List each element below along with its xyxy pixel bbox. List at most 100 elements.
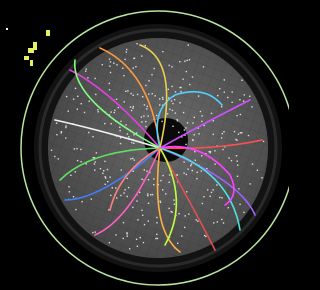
hit	[141, 121, 142, 122]
hit	[109, 66, 110, 67]
hit	[180, 87, 181, 88]
hit	[145, 121, 146, 122]
hit	[102, 173, 103, 174]
hit	[183, 112, 184, 113]
hit	[187, 122, 188, 123]
hit	[211, 113, 212, 114]
hit	[186, 191, 187, 192]
hit	[203, 196, 204, 197]
hit	[135, 66, 136, 67]
hit	[192, 139, 193, 140]
hit	[240, 114, 241, 115]
hit	[123, 238, 124, 239]
hit	[221, 106, 222, 107]
hit	[214, 164, 215, 165]
hit	[156, 234, 157, 235]
hit	[123, 75, 124, 76]
hit	[179, 61, 180, 62]
hit	[75, 171, 76, 172]
hit	[141, 179, 142, 180]
hit	[147, 106, 148, 107]
hit	[239, 204, 240, 205]
hit	[110, 195, 111, 196]
hit	[65, 127, 66, 128]
hit	[130, 158, 131, 159]
hit	[171, 100, 172, 101]
hit	[201, 155, 202, 156]
hit	[58, 158, 59, 159]
hit	[107, 169, 108, 170]
hit	[152, 93, 153, 94]
hit	[96, 152, 97, 153]
hit	[132, 158, 133, 159]
hit	[205, 236, 206, 237]
speck	[24, 56, 29, 60]
hit	[177, 174, 178, 175]
hit	[80, 149, 81, 150]
hit	[105, 177, 106, 178]
hit	[127, 90, 128, 91]
hit	[174, 204, 175, 205]
hit	[146, 108, 147, 109]
hit	[133, 67, 134, 68]
hit	[228, 207, 229, 208]
hit	[126, 51, 127, 52]
hit	[224, 79, 225, 80]
hit	[145, 85, 146, 86]
hit	[104, 123, 105, 124]
hit	[192, 122, 193, 123]
hit	[95, 231, 96, 232]
hit	[148, 115, 149, 116]
hit	[61, 132, 62, 133]
hit	[161, 121, 162, 122]
hit	[204, 235, 205, 236]
hit	[148, 203, 149, 204]
hit	[232, 91, 233, 92]
hit	[103, 170, 104, 171]
hit	[146, 171, 147, 172]
hit	[237, 161, 238, 162]
hit	[151, 74, 152, 75]
hit	[217, 221, 218, 222]
hit	[153, 184, 154, 185]
hit	[148, 179, 149, 180]
hit	[185, 127, 186, 128]
hit	[126, 49, 127, 50]
hit	[172, 126, 173, 127]
hit	[251, 106, 252, 107]
hit	[144, 104, 145, 105]
hit	[75, 209, 76, 210]
hit	[159, 104, 160, 105]
hit	[238, 188, 239, 189]
hit	[222, 133, 223, 134]
hit	[203, 66, 204, 67]
hit	[180, 91, 181, 92]
hit	[249, 96, 250, 97]
hit	[236, 155, 237, 156]
hit	[181, 235, 182, 236]
hit	[66, 96, 67, 97]
hit	[148, 80, 149, 81]
hit	[124, 189, 125, 190]
hit	[172, 110, 173, 111]
hit	[141, 210, 142, 211]
hit	[124, 59, 125, 60]
hit	[128, 136, 129, 137]
hit	[109, 177, 110, 178]
hit	[227, 97, 228, 98]
hit	[102, 64, 103, 65]
hit	[162, 51, 163, 52]
hit	[190, 165, 191, 166]
hit	[116, 64, 117, 65]
hit	[94, 169, 95, 170]
hit	[122, 68, 123, 69]
hit	[113, 63, 114, 64]
hit	[200, 111, 201, 112]
hit	[222, 149, 223, 150]
hit	[168, 89, 169, 90]
hit	[97, 109, 98, 110]
hit	[192, 170, 193, 171]
hit	[172, 212, 173, 213]
hit	[162, 175, 163, 176]
hit	[239, 99, 240, 100]
